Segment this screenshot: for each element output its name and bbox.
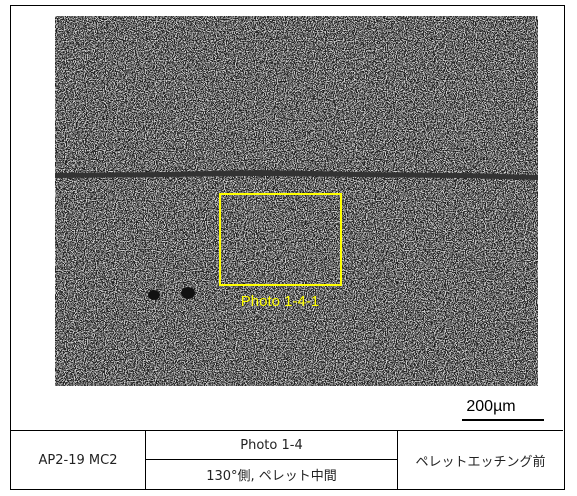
photo-cell: Photo 1-4 (146, 431, 398, 460)
region-label: Photo 1-4-1 (241, 293, 319, 310)
sample-cell: AP2-19 MC2 (11, 431, 146, 489)
condition-cell: ペレットエッチング前 (398, 431, 563, 489)
micrograph-texture (55, 16, 538, 386)
scale-bar-label: 200µm (466, 398, 515, 415)
page: Photo 1-4-1 200µm AP2-19 MC2 Photo 1-4 1… (0, 0, 577, 496)
micrograph-panel: Photo 1-4-1 200µm (11, 6, 563, 431)
frame: Photo 1-4-1 200µm AP2-19 MC2 Photo 1-4 1… (10, 5, 565, 490)
location-cell: 130°側, ペレット中間 (146, 460, 398, 489)
pore (181, 287, 195, 299)
pore (148, 290, 160, 300)
